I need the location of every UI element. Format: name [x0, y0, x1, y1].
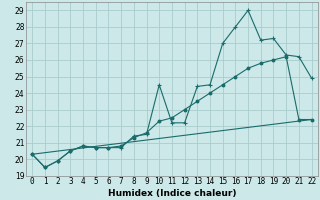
X-axis label: Humidex (Indice chaleur): Humidex (Indice chaleur): [108, 189, 236, 198]
